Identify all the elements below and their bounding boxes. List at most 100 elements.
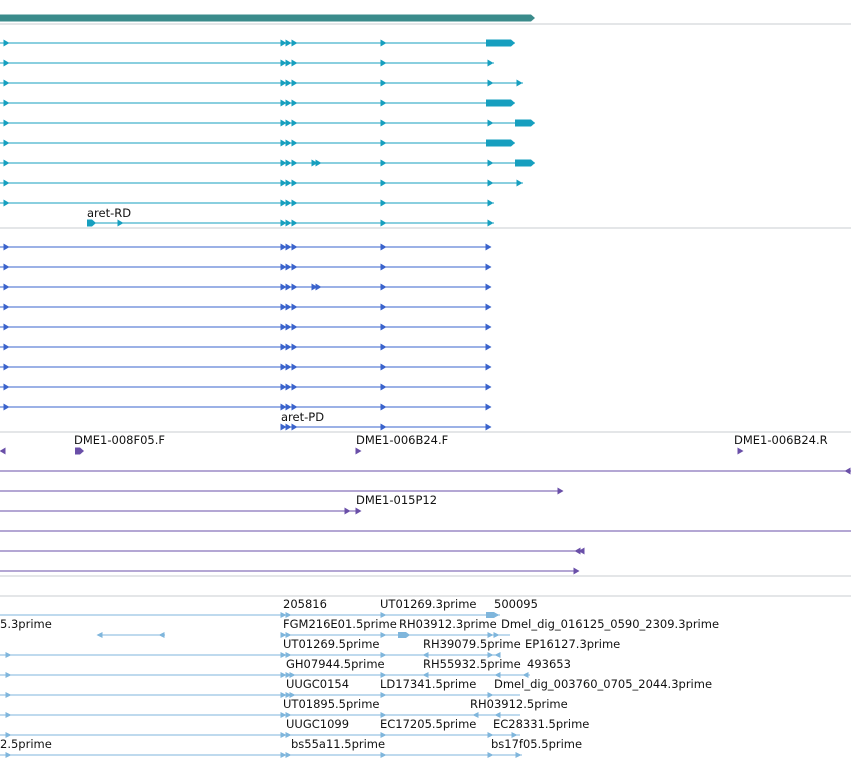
exon-arrow	[344, 507, 351, 515]
exon-arrow	[291, 79, 298, 87]
exon-arrow	[291, 139, 298, 147]
exon-arrow	[380, 139, 387, 147]
exon-arrow	[285, 79, 292, 87]
est-label[interactable]: LD17341.5prime	[380, 677, 476, 691]
bac-clone-label[interactable]: DME1-006B24.F	[356, 433, 448, 447]
bac-clone-track[interactable]	[0, 447, 851, 575]
exon-arrow	[3, 363, 10, 371]
exon-arrow	[285, 652, 292, 658]
gene-track[interactable]	[0, 14, 535, 22]
exon-arrow	[487, 652, 494, 658]
exon-arrow	[285, 283, 292, 291]
exon-arrow	[285, 752, 292, 758]
exon-arrow	[3, 383, 10, 391]
exon-arrow	[487, 159, 494, 167]
exon-arrow	[291, 99, 298, 107]
exon-arrow	[280, 752, 287, 758]
exon-arrow	[380, 752, 387, 758]
transcript-track[interactable]	[0, 39, 535, 227]
exon-arrow	[280, 283, 287, 291]
exon-arrow	[355, 507, 362, 515]
exon-arrow	[485, 243, 492, 251]
exon-arrow-reverse	[578, 547, 585, 555]
exon-arrow	[280, 199, 287, 207]
exon-arrow	[285, 219, 292, 227]
exon-arrow	[291, 159, 298, 167]
est-label[interactable]: UT01269.5prime	[283, 637, 380, 651]
est-label[interactable]: EP16127.3prime	[525, 637, 620, 651]
est-label[interactable]: 2.5prime	[0, 737, 52, 751]
exon-arrow	[380, 732, 387, 738]
exon-arrow	[5, 652, 12, 658]
est-label[interactable]: RH03912.5prime	[470, 697, 568, 711]
exon-arrow	[3, 179, 10, 187]
exon-arrow	[280, 119, 287, 127]
est-label[interactable]: 205816	[283, 597, 327, 611]
est-label[interactable]: 5.3prime	[0, 617, 52, 631]
exon-arrow	[280, 263, 287, 271]
exon-arrow	[280, 179, 287, 187]
est-label[interactable]: 493653	[527, 657, 571, 671]
est-label[interactable]: UT01895.5prime	[283, 697, 380, 711]
exon-arrow	[3, 119, 10, 127]
exon-arrow	[380, 263, 387, 271]
exon-arrow	[485, 403, 492, 411]
est-label[interactable]: UUGC0154	[286, 677, 349, 691]
exon-block	[486, 39, 515, 47]
est-label[interactable]: bs17f05.5prime	[491, 737, 582, 751]
exon-arrow	[487, 752, 494, 758]
exon-arrow	[487, 119, 494, 127]
exon-arrow-reverse	[422, 652, 429, 658]
exon-arrow	[289, 692, 296, 698]
exon-arrow	[291, 199, 298, 207]
exon-arrow-reverse	[494, 712, 501, 718]
bac-clone-label[interactable]: DME1-006B24.R	[734, 433, 828, 447]
est-label[interactable]: UT01269.3prime	[380, 597, 477, 611]
exon-arrow	[487, 692, 494, 698]
exon-arrow	[285, 139, 292, 147]
exon-arrow	[573, 567, 580, 575]
exon-arrow	[280, 219, 287, 227]
exon-arrow	[285, 323, 292, 331]
est-label[interactable]: FGM216E01.5prime	[283, 617, 397, 631]
est-label[interactable]: RH03912.3prime	[399, 617, 497, 631]
transcript-label[interactable]: aret-RD	[87, 206, 131, 220]
est-label[interactable]: 500095	[494, 597, 538, 611]
exon-arrow	[380, 59, 387, 67]
exon-block	[75, 447, 84, 455]
est-label[interactable]: UUGC1099	[286, 717, 349, 731]
exon-arrow	[487, 79, 494, 87]
bac-clone-label[interactable]: DME1-015P12	[356, 493, 437, 507]
exon-block	[486, 139, 515, 147]
est-label[interactable]: RH39079.5prime	[423, 637, 521, 651]
exon-arrow-reverse	[472, 712, 479, 718]
est-label[interactable]: bs55a11.5prime	[291, 737, 385, 751]
exon-arrow	[285, 363, 292, 371]
exon-arrow	[280, 139, 287, 147]
exon-block	[486, 99, 515, 107]
protein-label[interactable]: aret-PD	[281, 410, 324, 424]
est-label[interactable]: EC17205.5prime	[380, 717, 476, 731]
exon-arrow	[280, 732, 287, 738]
exon-arrow	[291, 179, 298, 187]
exon-arrow	[285, 99, 292, 107]
est-track[interactable]	[0, 612, 530, 758]
exon-arrow	[291, 263, 298, 271]
bac-clone-label[interactable]: DME1-008F05.F	[74, 433, 165, 447]
est-label[interactable]: EC28331.5prime	[493, 717, 589, 731]
exon-arrow	[380, 243, 387, 251]
exon-arrow	[380, 79, 387, 87]
exon-arrow	[485, 283, 492, 291]
exon-arrow	[285, 672, 292, 678]
protein-track[interactable]	[0, 243, 492, 431]
exon-arrow	[315, 159, 322, 167]
exon-arrow	[291, 423, 298, 431]
exon-arrow	[5, 692, 12, 698]
est-label[interactable]: Dmel_dig_003760_0705_2044.3prime	[494, 677, 712, 691]
est-label[interactable]: Dmel_dig_016125_0590_2309.3prime	[501, 617, 719, 631]
exon-arrow	[3, 243, 10, 251]
est-label[interactable]: GH07944.5prime	[286, 657, 385, 671]
exon-arrow	[380, 99, 387, 107]
est-label[interactable]: RH55932.5prime	[423, 657, 521, 671]
exon-arrow	[285, 199, 292, 207]
